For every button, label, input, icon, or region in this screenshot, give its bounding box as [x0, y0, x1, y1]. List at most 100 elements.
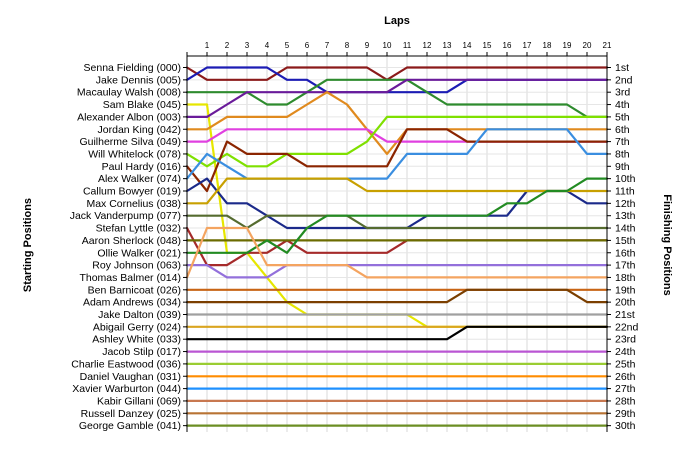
starting-driver-label: Jake Dalton (039)	[98, 309, 181, 321]
series-line-9	[185, 128, 609, 193]
x-tick-label-11: 11	[403, 41, 412, 50]
finishing-position-labels: 1st2nd3rd4th5th6th7th8th9th10th11th12th1…	[607, 62, 639, 432]
x-tick-label-18: 18	[543, 41, 552, 50]
finishing-position-label: 11th	[615, 186, 635, 198]
finishing-position-label: 6th	[615, 124, 630, 136]
x-tick-label-19: 19	[563, 41, 572, 50]
finishing-position-label: 26th	[615, 371, 636, 383]
finishing-position-label: 5th	[615, 111, 630, 123]
series-line-20	[185, 288, 609, 304]
x-tick-label-4: 4	[265, 41, 270, 50]
finishing-position-label: 10th	[615, 173, 636, 185]
finishing-position-label: 22nd	[615, 321, 639, 333]
starting-driver-label: Sam Blake (045)	[103, 99, 181, 111]
series-line-17	[185, 264, 609, 279]
starting-driver-label: Macaulay Walsh (008)	[77, 87, 181, 99]
starting-driver-label: Alexander Albon (003)	[77, 111, 181, 123]
starting-driver-label: Paul Hardy (016)	[102, 161, 181, 173]
x-tick-label-6: 6	[305, 41, 310, 50]
starting-driver-label: Kabir Gillani (069)	[97, 395, 181, 407]
starting-driver-label: Callum Bowyer (019)	[83, 186, 181, 198]
x-tick-label-1: 1	[205, 41, 210, 50]
finishing-position-label: 7th	[615, 136, 630, 148]
finishing-position-label: 13th	[615, 210, 636, 222]
finishing-position-label: 16th	[615, 247, 636, 259]
x-tick-label-3: 3	[245, 41, 250, 50]
x-tick-label-20: 20	[583, 41, 592, 50]
finishing-position-label: 24th	[615, 346, 636, 358]
x-tick-label-16: 16	[503, 41, 512, 50]
x-tick-label-12: 12	[423, 41, 432, 50]
finishing-position-label: 21st	[615, 309, 635, 321]
finishing-position-label: 29th	[615, 408, 636, 420]
starting-driver-label: Charlie Eastwood (036)	[71, 358, 181, 370]
starting-driver-label: Stefan Lyttle (032)	[96, 223, 181, 235]
starting-driver-label: Roy Johnson (063)	[92, 260, 181, 272]
starting-driver-label: Ollie Walker (021)	[97, 247, 181, 259]
finishing-position-label: 17th	[615, 260, 636, 272]
starting-driver-label: Senna Fielding (000)	[84, 62, 181, 74]
series-line-12	[185, 177, 609, 205]
finishing-position-label: 14th	[615, 223, 636, 235]
starting-driver-label: George Gamble (041)	[79, 420, 181, 432]
x-tick-label-8: 8	[345, 41, 350, 50]
finishing-position-label: 27th	[615, 383, 636, 395]
starting-driver-label: Ashley White (033)	[92, 334, 181, 346]
y-axis-left-label: Starting Positions	[22, 198, 34, 292]
starting-driver-label: Guilherme Silva (049)	[79, 136, 181, 148]
starting-driver-label: Will Whitelock (078)	[88, 148, 181, 160]
finishing-position-label: 19th	[615, 284, 636, 296]
y-axis-right-label: Finishing Positions	[661, 194, 673, 295]
starting-driver-label: Jordan King (042)	[98, 124, 181, 136]
series-line-5	[185, 78, 609, 119]
x-tick-label-13: 13	[443, 41, 452, 50]
finishing-position-label: 3rd	[615, 87, 630, 99]
finishing-position-label: 4th	[615, 99, 630, 111]
finishing-position-label: 28th	[615, 395, 636, 407]
x-tick-label-21: 21	[603, 41, 612, 50]
starting-position-labels: Senna Fielding (000)Jake Dennis (005)Mac…	[70, 62, 187, 432]
x-tick-label-9: 9	[365, 41, 370, 50]
finishing-position-label: 9th	[615, 161, 630, 173]
starting-driver-label: Xavier Warburton (044)	[72, 383, 181, 395]
starting-driver-label: Russell Danzey (025)	[81, 408, 181, 420]
x-tick-label-10: 10	[383, 41, 392, 50]
starting-driver-label: Aaron Sherlock (048)	[82, 235, 181, 247]
finishing-position-label: 1st	[615, 62, 629, 74]
series-line-13	[185, 214, 609, 230]
finishing-position-label: 20th	[615, 297, 636, 309]
starting-driver-label: Jacob Stilp (017)	[102, 346, 181, 358]
starting-driver-label: Max Cornelius (038)	[86, 198, 181, 210]
finishing-position-label: 8th	[615, 148, 630, 160]
starting-driver-label: Jack Vanderpump (077)	[70, 210, 181, 222]
series-line-8	[185, 115, 609, 168]
finishing-position-label: 30th	[615, 420, 636, 432]
x-ticks: 1 2 3 4 5 6 7 8 9 10 11 12 13 14 15 16 17 18 19 20 21	[186, 41, 612, 57]
finishing-position-label: 15th	[615, 235, 636, 247]
series-line-1	[185, 66, 609, 81]
x-tick-label-15: 15	[483, 41, 492, 50]
x-tick-label-2: 2	[225, 41, 230, 50]
finishing-position-label: 23rd	[615, 334, 636, 346]
starting-driver-label: Jake Dennis (005)	[96, 74, 181, 86]
finishing-position-label: 25th	[615, 358, 636, 370]
starting-driver-label: Alex Walker (074)	[98, 173, 181, 185]
plot-area	[186, 55, 608, 433]
series-line-18	[185, 226, 609, 279]
finishing-position-label: 2nd	[615, 74, 633, 86]
x-tick-label-7: 7	[325, 41, 330, 50]
x-tick-label-5: 5	[285, 41, 290, 50]
starting-driver-label: Abigail Gerry (024)	[93, 321, 181, 333]
x-tick-label-14: 14	[463, 41, 472, 50]
chart-title: Laps	[384, 15, 410, 27]
starting-driver-label: Ben Barnicoat (026)	[88, 284, 181, 296]
finishing-position-label: 18th	[615, 272, 636, 284]
x-tick-label-17: 17	[523, 41, 532, 50]
series-line-23	[185, 325, 609, 341]
finishing-position-label: 12th	[615, 198, 636, 210]
starting-driver-label: Adam Andrews (034)	[83, 297, 181, 309]
series-line-3	[185, 78, 609, 119]
starting-driver-label: Thomas Balmer (014)	[79, 272, 181, 284]
starting-driver-label: Daniel Vaughan (031)	[80, 371, 181, 383]
